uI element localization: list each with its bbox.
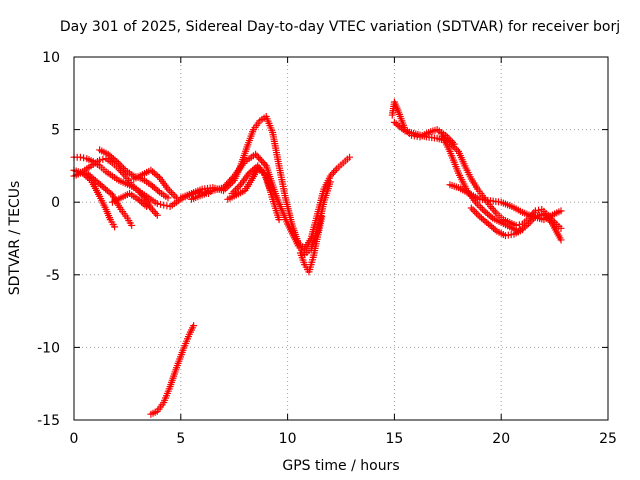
series-track-l (228, 162, 283, 224)
data-point-marker (99, 155, 107, 163)
x-tick-label: 0 (70, 431, 79, 447)
data-point-marker (258, 157, 266, 165)
data-point-marker (111, 156, 119, 164)
data-point-marker (557, 207, 565, 215)
series-track-f (108, 189, 151, 211)
data-point-marker (154, 172, 162, 180)
data-point-marker (487, 213, 495, 221)
data-point-marker (143, 203, 151, 211)
data-point-marker (154, 187, 162, 195)
data-point-marker (141, 201, 149, 209)
series-track-h (147, 322, 198, 418)
data-point-marker (224, 179, 232, 187)
chart-title: Day 301 of 2025, Sidereal Day-to-day VTE… (60, 19, 620, 35)
data-point-marker (227, 175, 235, 183)
data-point-marker (153, 200, 161, 208)
y-tick-label: -10 (37, 340, 60, 356)
data-point-marker (275, 216, 283, 224)
data-point-marker (157, 200, 165, 208)
data-point-marker (557, 224, 565, 232)
y-tick-labels: -15 -10 -5 0 5 10 (37, 50, 60, 429)
x-tick-label: 15 (385, 431, 403, 447)
data-point-marker (253, 152, 261, 160)
series-track-g (130, 166, 181, 202)
series-track-j (187, 150, 334, 258)
y-tick-label: 0 (51, 195, 60, 211)
x-tick-label: 10 (279, 431, 297, 447)
data-point-marker (547, 218, 555, 226)
axis-ticks (73, 56, 609, 421)
data-point-marker (111, 223, 119, 231)
data-point-marker (515, 221, 523, 229)
data-point-marker (80, 154, 88, 162)
data-point-marker (164, 194, 172, 202)
data-point-marker (221, 182, 229, 190)
data-points (70, 98, 565, 418)
x-tick-label: 20 (492, 431, 510, 447)
grid-lines (74, 57, 608, 420)
data-point-marker (557, 236, 565, 244)
data-point-marker (256, 155, 264, 163)
plot-frame (73, 56, 609, 421)
x-tick-label: 25 (599, 431, 617, 447)
data-point-marker (220, 184, 228, 192)
x-tick-label: 5 (176, 431, 185, 447)
data-point-marker (491, 226, 499, 234)
x-tick-labels: 0 5 10 15 20 25 (70, 431, 617, 447)
series-track-e (96, 146, 172, 202)
data-point-marker (326, 178, 334, 186)
data-point-marker (261, 160, 269, 168)
series-track-c (70, 166, 119, 231)
data-point-marker (128, 221, 136, 229)
data-point-marker (261, 170, 269, 178)
y-tick-label: 10 (42, 50, 60, 66)
series-track-r (467, 204, 527, 240)
data-point-marker (255, 154, 263, 162)
data-point-marker (252, 150, 260, 158)
x-axis-title: GPS time / hours (282, 458, 399, 474)
y-tick-label: 5 (51, 123, 60, 139)
data-point-marker (160, 201, 168, 209)
data-point-marker (318, 213, 326, 221)
y-tick-label: -5 (46, 268, 60, 284)
data-point-marker (76, 153, 84, 161)
data-point-marker (346, 153, 354, 161)
data-point-marker (535, 206, 543, 214)
data-point-marker (226, 177, 234, 185)
y-axis-title: SDTVAR / TECUs (7, 181, 23, 296)
y-tick-label: -15 (37, 413, 60, 429)
series-track-m (296, 213, 326, 276)
data-point-marker (519, 226, 527, 234)
data-point-marker (163, 202, 171, 210)
data-point-marker (107, 189, 115, 197)
series-track-q (446, 181, 565, 224)
data-point-marker (223, 180, 231, 188)
data-point-marker (153, 211, 161, 219)
data-point-marker (190, 322, 198, 330)
series-track-d (83, 169, 136, 229)
data-point-marker (259, 159, 267, 167)
